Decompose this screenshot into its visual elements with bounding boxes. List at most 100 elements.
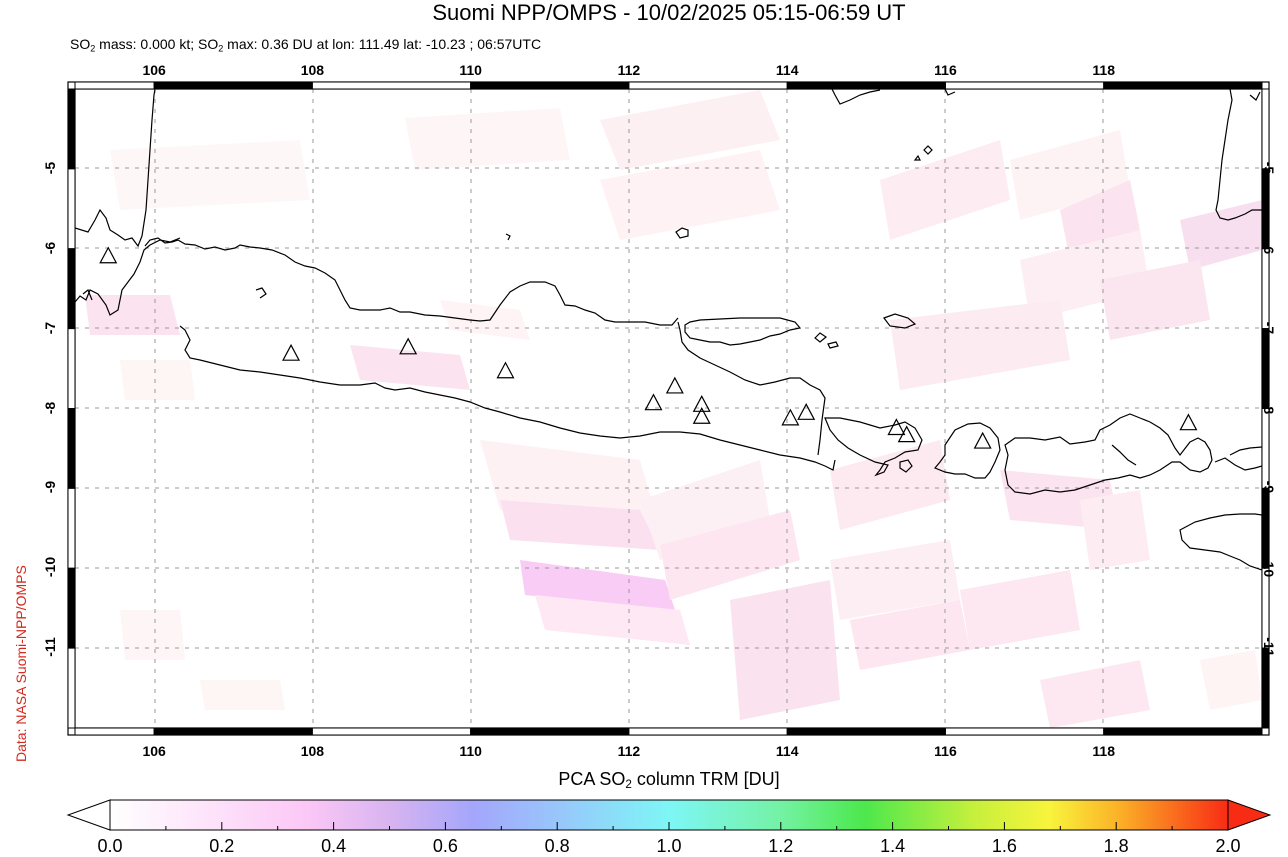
colorbar-under-arrow [66, 799, 111, 831]
colorbar-tick-label: 1.6 [991, 836, 1017, 856]
bali-island [824, 417, 923, 477]
lon-tick-label: 118 [1092, 62, 1116, 78]
volcano-triangle-icon [496, 361, 515, 379]
flores-coast [1229, 446, 1262, 456]
volcano-markers [99, 246, 1198, 449]
sumbawa-island [1004, 413, 1213, 495]
sumbawa-bay [1111, 444, 1137, 466]
islet-2 [82, 289, 93, 301]
lon-tick-label: 108 [300, 62, 325, 78]
lat-tick-label: -9 [1261, 481, 1277, 494]
so2-label: SO [70, 36, 91, 52]
mass-text: mass: 0.000 kt; SO [95, 36, 219, 52]
max-text: max: 0.36 DU at lon: 111.49 lat: -10.23 … [223, 36, 542, 52]
nusa-penida [899, 459, 913, 473]
volcano-triangle-icon [973, 431, 992, 449]
lon-tick-label: 118 [1092, 743, 1116, 759]
komodo-coast [1214, 457, 1262, 471]
lon-tick-label: 110 [459, 62, 482, 78]
volcano-triangle-icon [781, 408, 800, 426]
bawean-island [675, 227, 689, 239]
colorbar-tick-label: 0.0 [97, 836, 123, 856]
sulawesi-coast [1215, 89, 1262, 221]
sumatra-coast-south [75, 237, 181, 316]
karimunjawa-islet [505, 233, 511, 241]
lat-tick-label: -11 [1261, 637, 1277, 657]
lat-tick-label: -10 [42, 557, 58, 578]
colorbar-tick-label: 0.6 [432, 836, 458, 856]
lon-tick-label: 112 [617, 62, 641, 78]
madura-island [684, 317, 802, 346]
lat-tick-label: -7 [1261, 321, 1277, 334]
colorbar-tick-label: 1.4 [880, 836, 906, 856]
graticule [75, 89, 1262, 728]
volcano-triangle-icon [897, 425, 916, 443]
lat-tick-label: -8 [42, 401, 58, 414]
java-south-coast [179, 325, 836, 471]
sulawesi-islet [1249, 91, 1261, 101]
islet [255, 287, 267, 299]
lon-tick-label: 110 [459, 743, 482, 759]
volcano-triangle-icon [692, 395, 711, 412]
lon-tick-label: 114 [775, 743, 799, 759]
lat-tick-label: -6 [1261, 241, 1277, 254]
volcano-triangle-icon [797, 403, 816, 420]
lon-tick-label: 106 [142, 743, 166, 759]
islet-3 [827, 341, 839, 349]
colorbar-title: PCA SO2 column TRM [DU] [0, 769, 1288, 790]
subscript: 2 [218, 43, 224, 54]
volcano-triangle-icon [1179, 413, 1198, 431]
kangean-island [883, 313, 917, 329]
colorbar-tick-label: 1.0 [656, 836, 682, 856]
islet-5 [913, 154, 921, 161]
subscript: 2 [90, 43, 96, 54]
east-java-coast [677, 321, 826, 456]
volcano-triangle-icon [99, 246, 118, 264]
colorbar-tick-label: 0.2 [209, 836, 235, 856]
subscript: 2 [625, 777, 632, 791]
lon-tick-label: 106 [142, 62, 166, 78]
so2-pixel-layer [85, 90, 1262, 728]
lon-tick-label: 112 [617, 743, 641, 759]
coastlines [75, 89, 1262, 571]
java-north-coast [144, 237, 679, 326]
lat-tick-label: -9 [42, 481, 58, 494]
volcano-triangle-icon [665, 376, 684, 394]
lat-tick-label: -11 [42, 637, 58, 657]
colorbar-tick-label: 2.0 [1215, 836, 1241, 856]
colorbar-tick-label: 1.2 [768, 836, 794, 856]
colorbar-title-pre: PCA SO [558, 769, 626, 789]
kalimantan-coast-2 [944, 89, 956, 96]
lat-tick-label: -8 [1261, 401, 1277, 414]
volcano-triangle-icon [692, 407, 711, 424]
islet-4 [923, 145, 933, 155]
volcano-triangle-icon [644, 393, 663, 411]
lat-tick-label: -5 [1261, 161, 1277, 175]
map-title: Suomi NPP/OMPS - 10/02/2025 05:15-06:59 … [432, 0, 906, 25]
volcano-triangle-icon [887, 418, 906, 436]
lat-tick-label: -7 [42, 321, 58, 334]
sumba-island [1179, 513, 1262, 571]
kalimantan-coast [831, 89, 881, 105]
lon-tick-label: 108 [300, 743, 325, 759]
lat-tick-label: -6 [42, 241, 58, 254]
lon-tick-label: 116 [934, 743, 957, 759]
lat-tick-label: -10 [1261, 557, 1277, 578]
map-subtitle: SO2 mass: 0.000 kt; SO2 max: 0.36 DU at … [70, 35, 541, 53]
volcano-triangle-icon [282, 343, 301, 361]
colorbar-title-post: column TRM [DU] [631, 769, 780, 789]
colorbar-tick-label: 0.8 [544, 836, 570, 856]
lon-tick-label: 114 [775, 62, 799, 78]
colorbar-tick-label: 0.4 [321, 836, 347, 856]
sumatra-coast [75, 89, 156, 248]
colorbar-over-arrow [1227, 799, 1272, 831]
lon-tick-label: 116 [934, 62, 957, 78]
frame-scale-bars [67, 81, 1270, 736]
lat-tick-label: -5 [42, 161, 58, 175]
lombok-island [934, 422, 1001, 479]
colorbar [66, 799, 1272, 831]
volcano-triangle-icon [399, 337, 418, 355]
sapudi-island [814, 332, 828, 343]
colorbar-tick-label: 1.8 [1103, 836, 1129, 856]
